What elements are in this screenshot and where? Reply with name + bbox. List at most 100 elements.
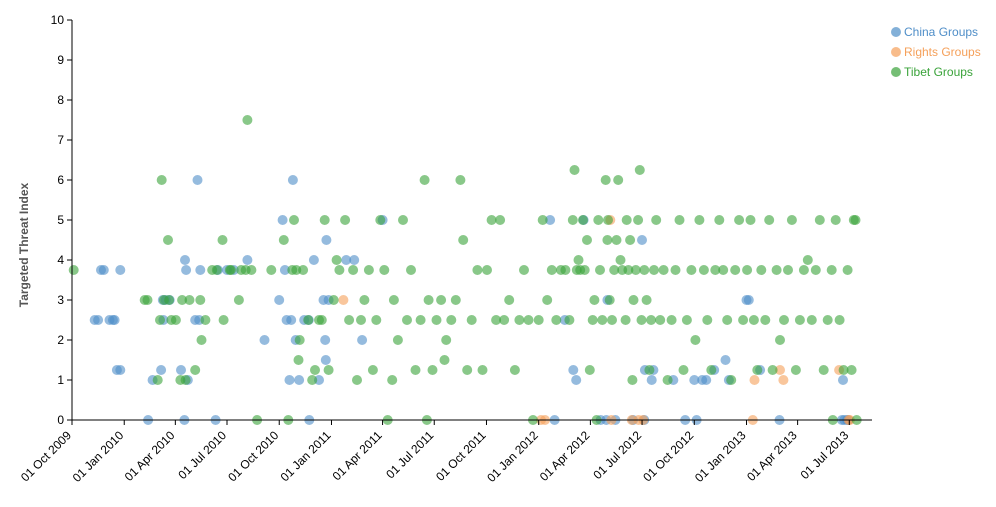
data-point[interactable] (387, 375, 398, 385)
data-point[interactable] (217, 235, 228, 245)
data-point[interactable] (611, 235, 622, 245)
data-point[interactable] (745, 215, 756, 225)
data-point[interactable] (170, 315, 181, 325)
data-point[interactable] (176, 365, 186, 375)
data-point[interactable] (593, 215, 604, 225)
data-point[interactable] (627, 375, 638, 385)
data-point[interactable] (641, 295, 652, 305)
data-point[interactable] (320, 335, 331, 345)
data-point[interactable] (604, 295, 615, 305)
data-point[interactable] (698, 265, 709, 275)
data-point[interactable] (749, 375, 760, 385)
data-point[interactable] (621, 215, 632, 225)
data-point[interactable] (545, 215, 556, 225)
data-point[interactable] (607, 315, 617, 325)
data-point[interactable] (177, 295, 188, 305)
data-point[interactable] (310, 365, 320, 375)
data-point[interactable] (499, 315, 510, 325)
data-point[interactable] (546, 265, 557, 275)
data-point[interactable] (764, 215, 775, 225)
data-point[interactable] (156, 365, 167, 375)
data-point[interactable] (738, 315, 749, 325)
data-point[interactable] (620, 315, 631, 325)
data-point[interactable] (233, 295, 244, 305)
data-point[interactable] (658, 265, 669, 275)
data-point[interactable] (109, 315, 120, 325)
data-point[interactable] (603, 215, 613, 225)
data-point[interactable] (589, 295, 600, 305)
data-point[interactable] (307, 375, 318, 385)
data-point[interactable] (602, 235, 613, 245)
data-point[interactable] (379, 265, 390, 275)
data-point[interactable] (686, 265, 697, 275)
data-point[interactable] (701, 375, 712, 385)
data-point[interactable] (287, 175, 298, 185)
data-point[interactable] (678, 365, 689, 375)
data-point[interactable] (68, 265, 79, 275)
data-point[interactable] (356, 315, 366, 325)
data-point[interactable] (702, 315, 713, 325)
data-point[interactable] (277, 215, 288, 225)
data-point[interactable] (455, 175, 466, 185)
data-point[interactable] (334, 265, 345, 275)
data-point[interactable] (504, 295, 515, 305)
data-point[interactable] (344, 315, 355, 325)
data-point[interactable] (571, 375, 582, 385)
data-point[interactable] (564, 315, 575, 325)
data-point[interactable] (519, 265, 529, 275)
data-point[interactable] (341, 255, 352, 265)
data-point[interactable] (180, 375, 191, 385)
data-point[interactable] (584, 365, 595, 375)
data-point[interactable] (415, 315, 426, 325)
data-point[interactable] (569, 165, 580, 175)
data-point[interactable] (710, 265, 721, 275)
data-point[interactable] (567, 215, 578, 225)
data-point[interactable] (319, 215, 330, 225)
data-point[interactable] (180, 255, 190, 265)
data-point[interactable] (495, 215, 506, 225)
data-point[interactable] (790, 365, 801, 375)
data-point[interactable] (783, 265, 793, 275)
data-point[interactable] (152, 375, 163, 385)
data-point[interactable] (293, 355, 304, 365)
data-point[interactable] (303, 315, 314, 325)
data-point[interactable] (218, 315, 229, 325)
data-point[interactable] (720, 355, 731, 365)
data-point[interactable] (775, 335, 785, 345)
data-point[interactable] (363, 265, 374, 275)
data-point[interactable] (743, 295, 754, 305)
data-point[interactable] (600, 175, 611, 185)
data-point[interactable] (818, 365, 829, 375)
data-point[interactable] (722, 315, 733, 325)
data-point[interactable] (98, 265, 109, 275)
data-point[interactable] (666, 315, 677, 325)
data-point[interactable] (560, 265, 571, 275)
data-point[interactable] (164, 295, 175, 305)
data-point[interactable] (734, 215, 745, 225)
data-point[interactable] (321, 235, 332, 245)
data-point[interactable] (195, 265, 206, 275)
data-point[interactable] (427, 365, 438, 375)
data-point[interactable] (778, 375, 789, 385)
data-point[interactable] (649, 265, 659, 275)
data-point[interactable] (196, 335, 207, 345)
data-point[interactable] (651, 215, 662, 225)
data-point[interactable] (402, 315, 412, 325)
data-point[interactable] (582, 235, 592, 245)
data-point[interactable] (779, 315, 789, 325)
data-point[interactable] (802, 255, 813, 265)
legend-item[interactable]: Rights Groups (891, 45, 981, 59)
data-point[interactable] (156, 175, 167, 185)
data-point[interactable] (834, 315, 845, 325)
data-point[interactable] (482, 265, 492, 275)
data-point[interactable] (226, 265, 236, 275)
data-point[interactable] (674, 215, 685, 225)
legend-item[interactable]: China Groups (891, 25, 978, 39)
data-point[interactable] (338, 295, 349, 305)
data-point[interactable] (644, 365, 655, 375)
data-point[interactable] (331, 255, 342, 265)
data-point[interactable] (637, 235, 647, 245)
data-point[interactable] (441, 335, 452, 345)
data-point[interactable] (846, 365, 857, 375)
data-point[interactable] (472, 265, 483, 275)
